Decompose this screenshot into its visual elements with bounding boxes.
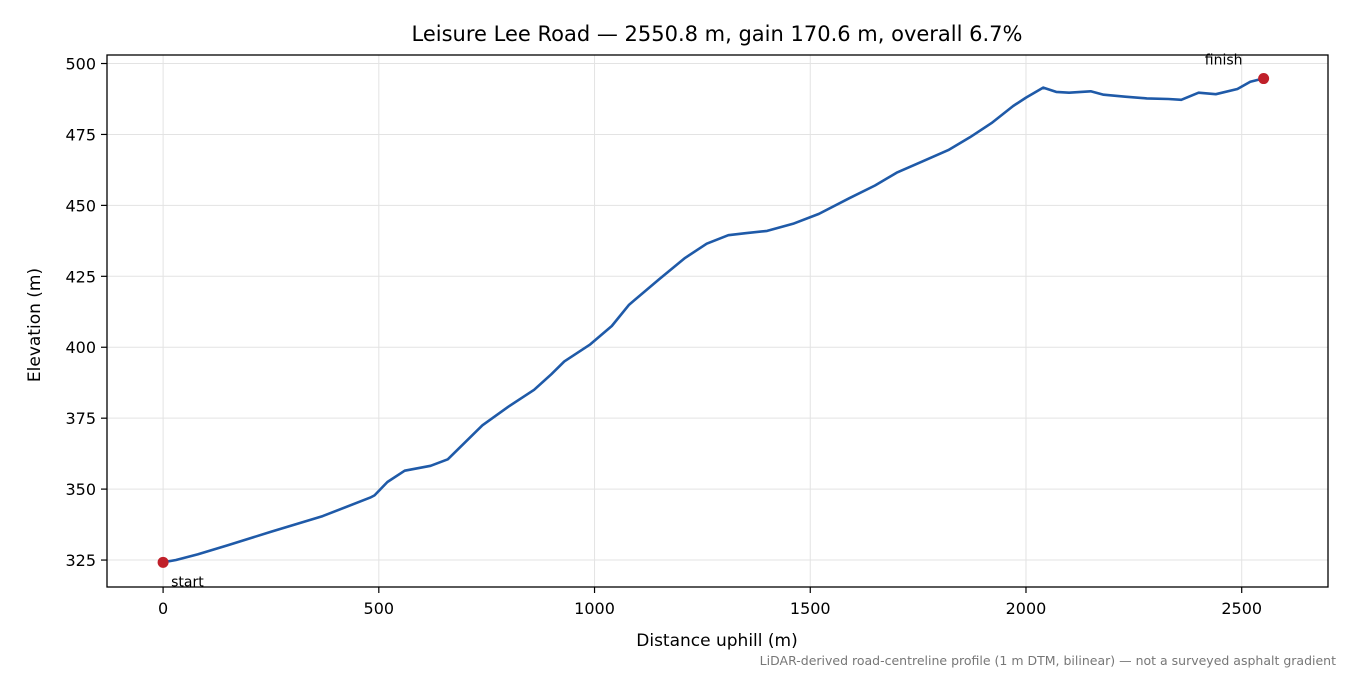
x-axis-label: Distance uphill (m): [636, 631, 797, 651]
y-axis-label: Elevation (m): [25, 268, 45, 382]
x-tick-label: 0: [158, 599, 168, 618]
x-tick-label: 2000: [1006, 599, 1047, 618]
y-tick-label: 425: [65, 267, 96, 286]
plot-frame: [106, 54, 1329, 588]
y-tick-label: 350: [65, 480, 96, 499]
x-tick-label: 500: [364, 599, 395, 618]
y-tick-label: 400: [65, 338, 96, 357]
chart-title: Leisure Lee Road — 2550.8 m, gain 170.6 …: [412, 22, 1023, 46]
x-tick-label: 1000: [574, 599, 615, 618]
x-tick-label: 2500: [1221, 599, 1262, 618]
start-marker: [157, 556, 169, 568]
y-tick-label: 450: [65, 196, 96, 215]
y-tick-label: 475: [65, 125, 96, 144]
x-tick-label: 1500: [790, 599, 831, 618]
finish-annotation: finish: [1205, 53, 1243, 69]
y-tick-label: 500: [65, 55, 96, 74]
y-tick-label: 375: [65, 409, 96, 428]
y-tick-label: 325: [65, 551, 96, 570]
start-annotation: start: [171, 574, 204, 590]
footnote: LiDAR-derived road-centreline profile (1…: [760, 653, 1336, 668]
elevation-profile-line: [161, 77, 1265, 564]
axis-ticks: 0 500 1000 1500 2000 2500 325 350 375 400 425 450 47…: [65, 55, 1262, 618]
finish-marker: [1258, 73, 1270, 85]
grid-lines: [107, 55, 1328, 587]
